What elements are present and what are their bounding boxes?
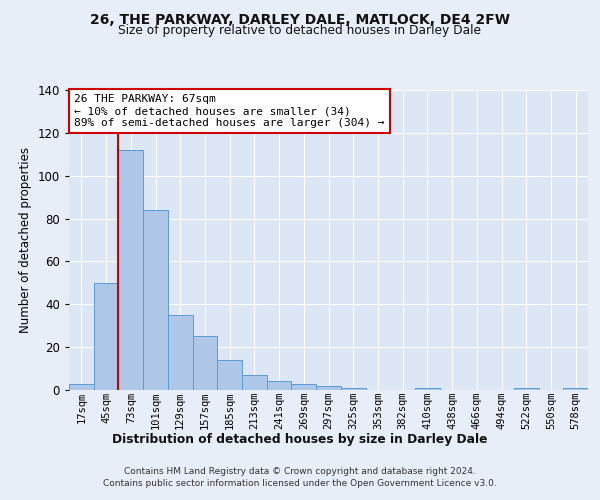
Bar — [168, 315, 193, 390]
Bar — [341, 388, 365, 390]
Bar — [316, 386, 341, 390]
Bar — [143, 210, 168, 390]
Bar — [94, 283, 118, 390]
Text: Size of property relative to detached houses in Darley Dale: Size of property relative to detached ho… — [119, 24, 482, 37]
Bar — [563, 388, 588, 390]
Text: 26 THE PARKWAY: 67sqm
← 10% of detached houses are smaller (34)
89% of semi-deta: 26 THE PARKWAY: 67sqm ← 10% of detached … — [74, 94, 385, 128]
Bar — [118, 150, 143, 390]
Bar — [217, 360, 242, 390]
Text: 26, THE PARKWAY, DARLEY DALE, MATLOCK, DE4 2FW: 26, THE PARKWAY, DARLEY DALE, MATLOCK, D… — [90, 12, 510, 26]
Y-axis label: Number of detached properties: Number of detached properties — [19, 147, 32, 333]
Text: Distribution of detached houses by size in Darley Dale: Distribution of detached houses by size … — [112, 432, 488, 446]
Text: Contains HM Land Registry data © Crown copyright and database right 2024.: Contains HM Land Registry data © Crown c… — [124, 468, 476, 476]
Text: Contains public sector information licensed under the Open Government Licence v3: Contains public sector information licen… — [103, 479, 497, 488]
Bar — [514, 388, 539, 390]
Bar — [242, 375, 267, 390]
Bar — [292, 384, 316, 390]
Bar — [415, 388, 440, 390]
Bar — [69, 384, 94, 390]
Bar — [193, 336, 217, 390]
Bar — [267, 382, 292, 390]
